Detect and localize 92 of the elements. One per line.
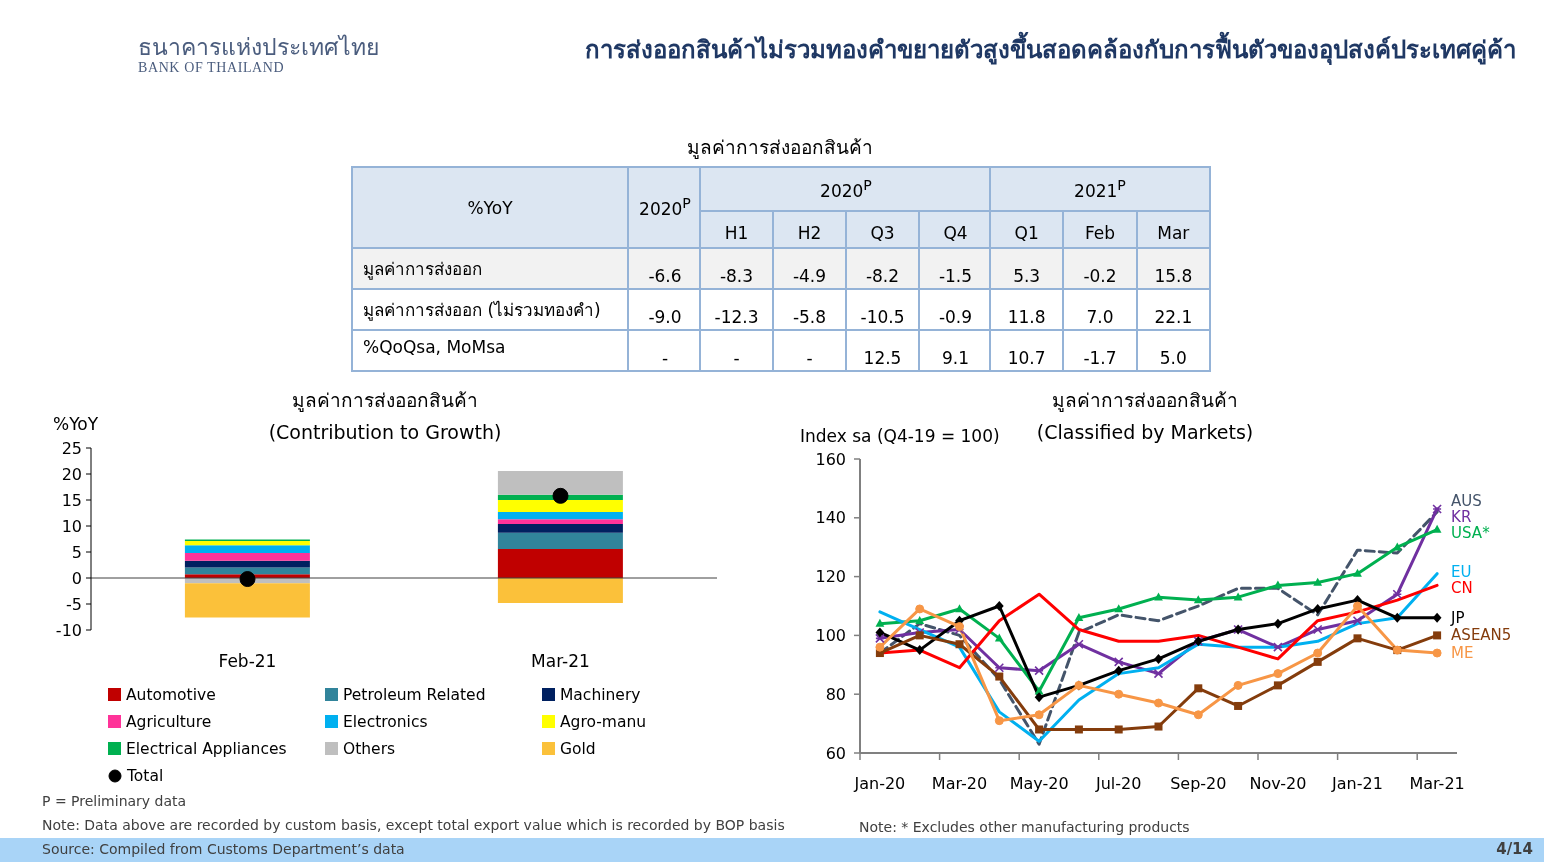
- data-label: -0.9: [938, 307, 973, 327]
- category-label: H2: [797, 223, 822, 243]
- data-label: -8.3: [719, 266, 754, 286]
- x-tick-label: Nov-20: [1249, 773, 1307, 793]
- data-label: -0.2: [1083, 266, 1117, 286]
- series-label: มูลค่าการส่งออก (ไม่รวมทองคำ): [363, 300, 601, 320]
- category-label: Q3: [870, 223, 895, 243]
- data-label: -8.2: [865, 266, 900, 286]
- y-tick-label: 10: [61, 516, 82, 536]
- y-axis-title: Index sa (Q4-19 = 100): [800, 426, 1000, 446]
- category-label: H1: [724, 223, 749, 243]
- legend-label: Machinery: [560, 685, 641, 704]
- series-label: JP: [1450, 608, 1465, 627]
- category-label: Q1: [1014, 223, 1039, 243]
- text: %QoQsa, MoMsa: [363, 337, 506, 357]
- x-tick-label: Jul-20: [1094, 773, 1142, 793]
- data-label: -9.0: [648, 307, 682, 327]
- text: 4/14: [1496, 840, 1533, 858]
- legend-label: Electronics: [343, 712, 428, 731]
- data-label: 15.8: [1154, 266, 1193, 286]
- legend-label: Others: [343, 739, 396, 758]
- series-label: USA*: [1451, 523, 1491, 542]
- data-label: 11.8: [1007, 307, 1046, 327]
- series-label: CN: [1451, 578, 1473, 597]
- category-label: 2020$^{P}$: [639, 195, 691, 220]
- x-tick-label: Mar-20: [931, 773, 988, 793]
- data-label: -: [733, 348, 740, 368]
- data-label: 9.1: [941, 348, 970, 368]
- y-tick-label: 5: [71, 542, 82, 562]
- x-tick-label: Jan-20: [853, 773, 906, 793]
- x-tick-label: Mar-21: [1409, 773, 1465, 793]
- chart-title: มูลค่าการส่งออกสินค้า: [292, 389, 478, 411]
- y-tick-label: 80: [825, 684, 846, 704]
- series-label: AUS: [1451, 491, 1482, 510]
- y-tick-label: 100: [815, 626, 846, 646]
- data-label: 12.5: [863, 348, 902, 368]
- legend-label: Electrical Appliances: [126, 739, 287, 758]
- y-axis-title: %YoY: [53, 414, 99, 434]
- text: Note: * Excludes other manufacturing products: [859, 819, 1190, 835]
- chart-subtitle: (Contribution to Growth): [268, 421, 502, 443]
- y-tick-label: -10: [55, 620, 82, 640]
- y-tick-label: 140: [815, 508, 846, 528]
- legend-label: Total: [127, 766, 164, 785]
- text: Note: Data above are recorded by custom basis, except total export value which is recorded by BOP basis: [42, 817, 785, 833]
- category-label: Feb: [1084, 223, 1116, 243]
- data-label: -12.3: [714, 307, 759, 327]
- y-tick-label: 20: [61, 464, 82, 484]
- data-label: -1.7: [1083, 348, 1117, 368]
- x-tick-label: Feb-21: [218, 651, 277, 672]
- legend-label: Automotive: [126, 685, 216, 704]
- legend-label: Agriculture: [126, 712, 212, 731]
- chart-title: มูลค่าการส่งออกสินค้า: [1052, 389, 1238, 411]
- legend-label: Agro-manu: [560, 712, 647, 731]
- y-tick-label: 120: [815, 567, 846, 587]
- text: %YoY: [467, 197, 513, 218]
- data-label: -5.8: [792, 307, 827, 327]
- text: 2021$^{P}$: [1074, 177, 1126, 201]
- data-label: 7.0: [1086, 307, 1114, 327]
- text: ธนาคารแห่งประเทศไทย: [138, 34, 379, 60]
- x-tick-label: Sep-20: [1170, 773, 1227, 793]
- category-label: Mar: [1157, 223, 1190, 243]
- data-label: -4.9: [792, 266, 827, 286]
- y-tick-label: 60: [825, 743, 846, 763]
- text: BANK OF THAILAND: [138, 60, 285, 76]
- series-label: ME: [1451, 644, 1474, 663]
- legend-label: Gold: [560, 739, 596, 758]
- series-label: KR: [1451, 507, 1472, 526]
- source-note: Source: Compiled from Customs Department’s data: [42, 841, 405, 857]
- x-tick-label: Mar-21: [531, 651, 590, 672]
- y-tick-label: -5: [66, 594, 82, 614]
- y-tick-label: 0: [71, 568, 82, 588]
- text: มูลค่าการส่งออกสินค้า: [687, 136, 873, 158]
- y-tick-label: 25: [61, 438, 82, 458]
- chart-subtitle: (Classified by Markets): [1036, 421, 1254, 443]
- series-label: EU: [1451, 562, 1472, 581]
- data-label: 5.3: [1013, 266, 1041, 286]
- data-label: -1.5: [938, 266, 973, 286]
- data-label: 10.7: [1007, 348, 1046, 368]
- y-tick-label: 15: [61, 490, 82, 510]
- x-tick-label: May-20: [1009, 773, 1069, 793]
- data-label: 5.0: [1159, 348, 1187, 368]
- text: 2020$^{P}$: [820, 177, 872, 201]
- series-label: ASEAN5: [1451, 626, 1512, 645]
- x-tick-label: Jan-21: [1331, 773, 1383, 793]
- data-label: -: [806, 348, 813, 368]
- text: P = Preliminary data: [42, 793, 187, 809]
- data-label: -: [661, 348, 669, 368]
- category-label: Q4: [943, 223, 968, 243]
- data-label: 22.1: [1154, 307, 1193, 327]
- data-label: -10.5: [860, 307, 905, 327]
- legend-label: Petroleum Related: [343, 685, 486, 704]
- y-tick-label: 160: [815, 449, 846, 469]
